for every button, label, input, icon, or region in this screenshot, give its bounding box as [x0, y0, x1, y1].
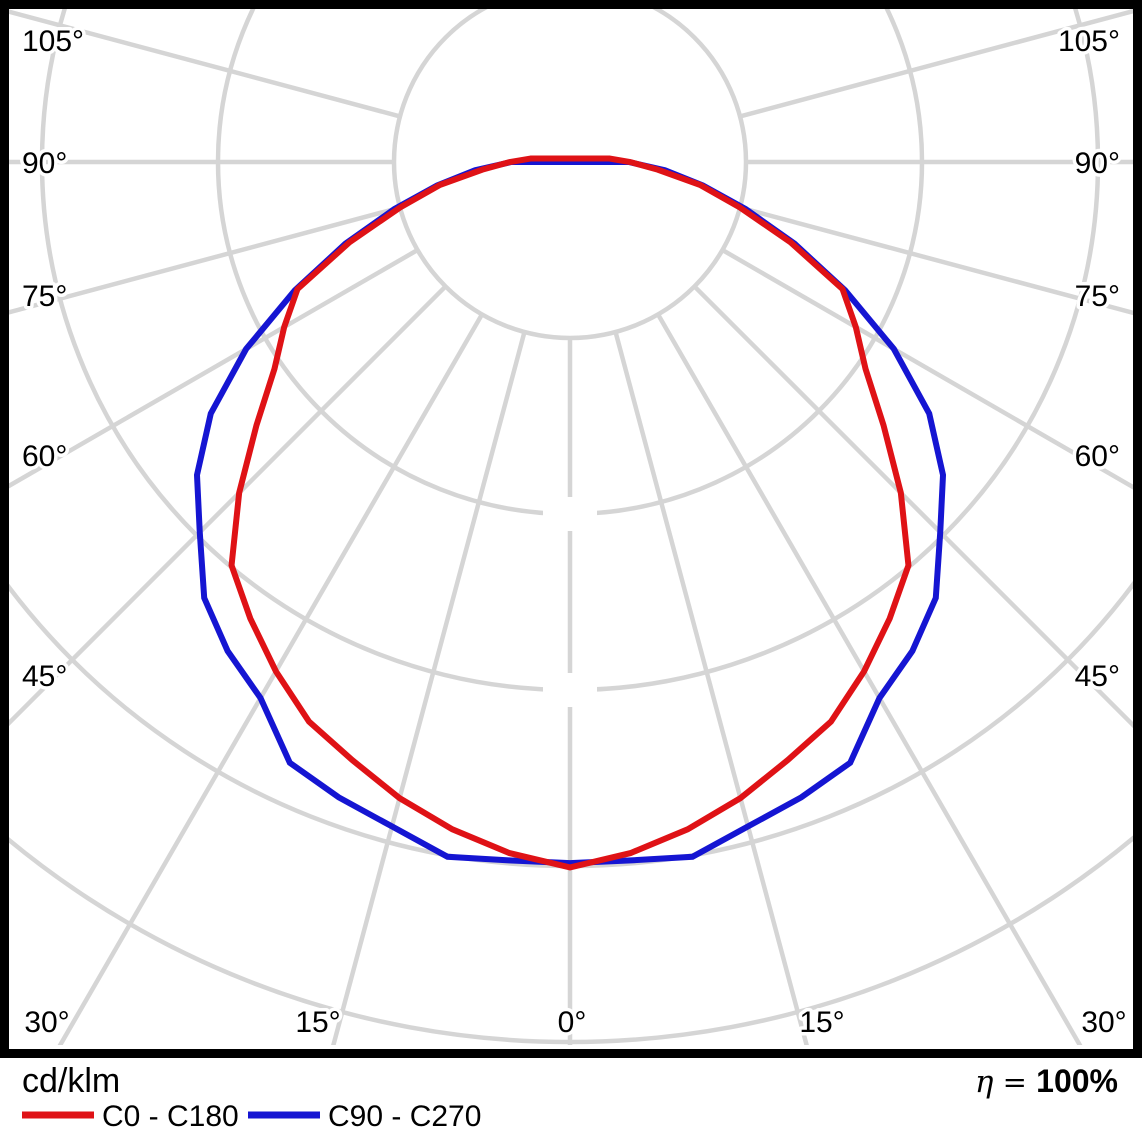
- angle-label-right-105: 105°: [1058, 25, 1120, 58]
- angle-label-left-90: 90°: [22, 147, 67, 180]
- legend-label-c0-c180: C0 - C180: [102, 1100, 239, 1132]
- plot-frame: [0, 0, 1142, 1058]
- angle-label-bottom-30L: 30°: [24, 1006, 69, 1039]
- intensity-curves: [193, 155, 947, 871]
- angle-label-left-75: 75°: [22, 280, 67, 313]
- grid-spoke: [9, 284, 448, 727]
- grid-spoke: [739, 9, 1133, 119]
- grid-spoke: [692, 284, 1133, 729]
- eta-equals: =: [993, 1065, 1036, 1099]
- efficiency-label: η = 100%: [975, 1063, 1118, 1100]
- unit-label: cd/klm: [22, 1062, 120, 1100]
- angle-label-left-60: 60°: [22, 440, 67, 473]
- angle-label-bottom-15L: 15°: [295, 1006, 340, 1039]
- grid-ring: [391, 9, 749, 341]
- angle-label-right-60: 60°: [1075, 440, 1120, 473]
- grid-spoke: [739, 205, 1133, 316]
- angle-label-left-45: 45°: [22, 660, 67, 693]
- angle-label-bottom-0: 0°: [558, 1006, 587, 1039]
- grid-spoke: [613, 331, 809, 1045]
- grid-spoke: [9, 205, 401, 315]
- angle-label-right-45: 45°: [1075, 660, 1120, 693]
- grid-spoke: [9, 9, 401, 119]
- ring-value-gap: [543, 497, 597, 531]
- legend-label-c90-c270: C90 - C270: [328, 1100, 481, 1132]
- angle-label-right-75: 75°: [1075, 280, 1120, 313]
- grid-spoke: [331, 331, 527, 1045]
- grid-spoke: [9, 248, 419, 489]
- grid-spoke: [656, 313, 1083, 1045]
- eta-symbol: η: [975, 1064, 994, 1100]
- angle-label-bottom-15R: 15°: [799, 1006, 844, 1039]
- ring-value-gap: [543, 673, 597, 707]
- grid-spoke: [721, 248, 1133, 490]
- angle-label-left-105: 105°: [22, 25, 84, 58]
- angle-label-right-90: 90°: [1075, 147, 1120, 180]
- grid-spoke: [57, 313, 484, 1045]
- angle-label-bottom-30R: 30°: [1081, 1006, 1126, 1039]
- eta-value: 100%: [1036, 1063, 1118, 1099]
- curve-c0-c180: [228, 155, 912, 871]
- ring-value-gaps: [543, 497, 597, 707]
